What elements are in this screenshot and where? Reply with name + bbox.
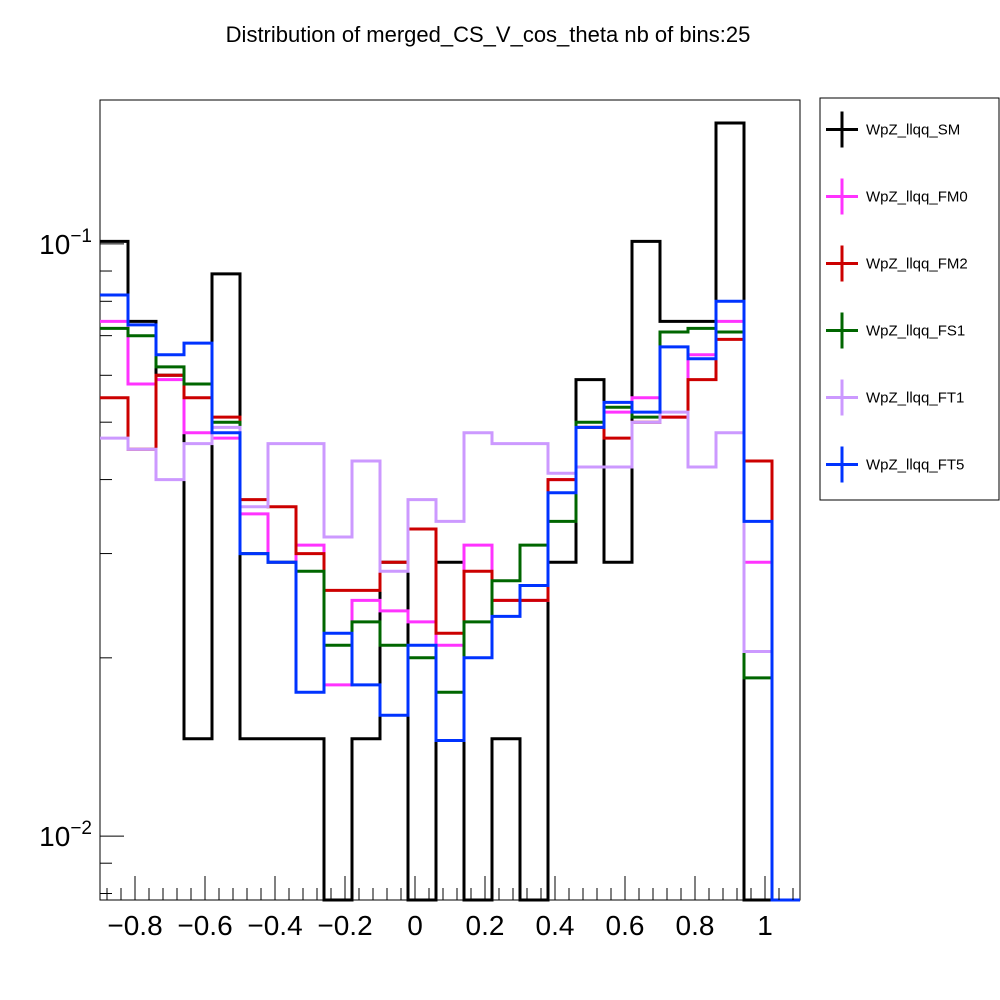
x-tick-label: 0.8 — [676, 910, 715, 941]
series-line-wpz_llqq_fm0 — [100, 319, 800, 902]
x-tick-label: −0.6 — [177, 910, 232, 941]
x-tick-label: −0.4 — [247, 910, 302, 941]
legend-label: WpZ_llqq_FT5 — [866, 457, 964, 474]
y-tick-label: 10−1 — [39, 226, 92, 260]
series-line-wpz_llqq_ft1 — [100, 410, 800, 902]
y-tick-label: 10−2 — [39, 818, 92, 852]
legend-entry-wpz_llqq_ft5: WpZ_llqq_FT5 — [826, 446, 964, 483]
legend-entry-wpz_llqq_fm0: WpZ_llqq_FM0 — [826, 178, 968, 215]
series-line-wpz_llqq_sm — [100, 121, 800, 902]
legend-entry-wpz_llqq_fs1: WpZ_llqq_FS1 — [826, 312, 965, 349]
series-line-wpz_llqq_ft5 — [100, 293, 800, 902]
x-tick-label: −0.2 — [317, 910, 372, 941]
plot-frame — [99, 99, 801, 901]
legend-entry-wpz_llqq_ft1: WpZ_llqq_FT1 — [826, 379, 964, 416]
x-tick-label: −0.8 — [107, 910, 162, 941]
legend-label: WpZ_llqq_FM0 — [866, 189, 968, 206]
legend-label: WpZ_llqq_FM2 — [866, 256, 968, 273]
legend-box — [819, 97, 1000, 501]
legend-entry-wpz_llqq_fm2: WpZ_llqq_FM2 — [826, 245, 968, 282]
series-line-wpz_llqq_fm2 — [100, 337, 800, 902]
x-tick-label: 0.6 — [606, 910, 645, 941]
x-tick-label: 0 — [407, 910, 423, 941]
chart-title: Distribution of merged_CS_V_cos_theta nb… — [226, 22, 751, 47]
legend-label: WpZ_llqq_SM — [866, 122, 960, 139]
legend-label: WpZ_llqq_FT1 — [866, 390, 964, 407]
legend-entry-wpz_llqq_sm: WpZ_llqq_SM — [826, 111, 960, 148]
x-tick-label: 1 — [757, 910, 773, 941]
x-tick-label: 0.4 — [536, 910, 575, 941]
x-tick-label: 0.2 — [466, 910, 505, 941]
legend-label: WpZ_llqq_FS1 — [866, 323, 965, 340]
series-line-wpz_llqq_fs1 — [100, 326, 800, 902]
